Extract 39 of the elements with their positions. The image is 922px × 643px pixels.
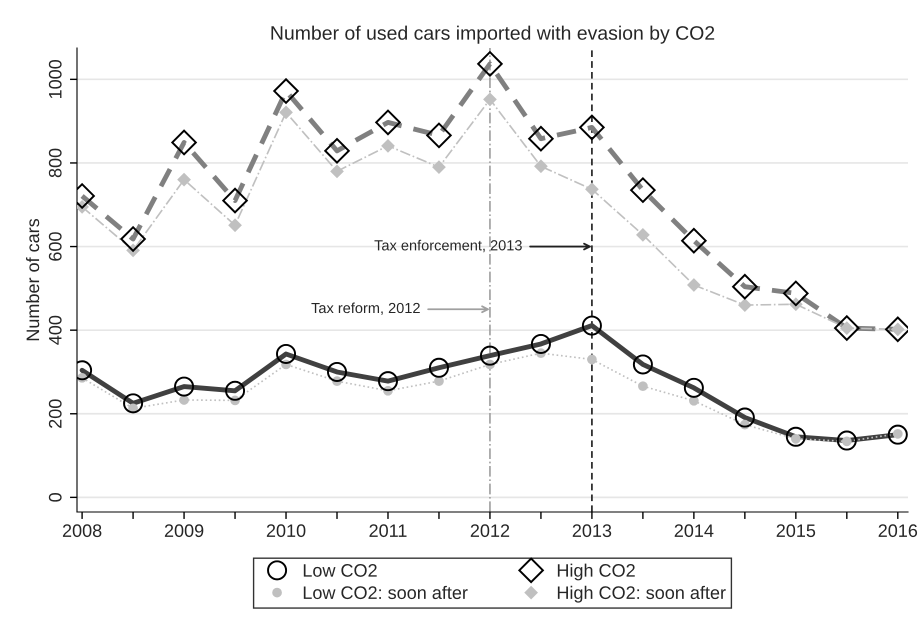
y-tick-label: 800 xyxy=(48,148,62,178)
chart-title: Number of used cars imported with evasion by CO2 xyxy=(271,26,714,44)
point xyxy=(636,228,650,242)
x-tick-label: 2014 xyxy=(674,524,714,538)
x-tick-label: 2011 xyxy=(369,524,407,538)
x-tick-label: 2015 xyxy=(776,524,816,538)
point xyxy=(483,92,497,106)
annotation: Tax enforcement, 2013 xyxy=(374,240,522,252)
point xyxy=(179,395,189,405)
point xyxy=(638,381,648,392)
point xyxy=(534,160,548,173)
legend-label: Low CO2: soon after xyxy=(304,586,468,600)
point xyxy=(587,354,597,364)
point xyxy=(432,160,446,174)
legend-label: High CO2: soon after xyxy=(558,586,726,603)
point xyxy=(279,106,293,119)
annotation: Tax reform, 2012 xyxy=(311,302,420,315)
point xyxy=(228,218,242,232)
x-tick-label: 2013 xyxy=(572,524,612,538)
point xyxy=(738,298,752,312)
x-tick-label: 2009 xyxy=(164,524,204,538)
legend-label: High CO2 xyxy=(558,564,635,580)
y-tick-label: 400 xyxy=(48,316,62,345)
x-tick-label: 2012 xyxy=(470,524,510,538)
y-tick-label: 1000 xyxy=(48,60,62,98)
x-tick-label: 2016 xyxy=(878,524,918,538)
y-tick-label: 200 xyxy=(48,399,62,428)
x-tick-label: 2010 xyxy=(266,524,306,538)
point xyxy=(434,376,444,386)
point xyxy=(585,182,598,196)
x-tick-label: 2008 xyxy=(62,524,102,538)
y-tick-label: 0 xyxy=(48,493,62,502)
legend-label: Low CO2 xyxy=(304,564,377,577)
point xyxy=(381,139,395,152)
point xyxy=(177,173,191,186)
point xyxy=(687,278,700,292)
point xyxy=(330,164,344,178)
y-axis-title: Number of cars xyxy=(26,218,40,340)
y-tick-label: 600 xyxy=(48,232,62,261)
